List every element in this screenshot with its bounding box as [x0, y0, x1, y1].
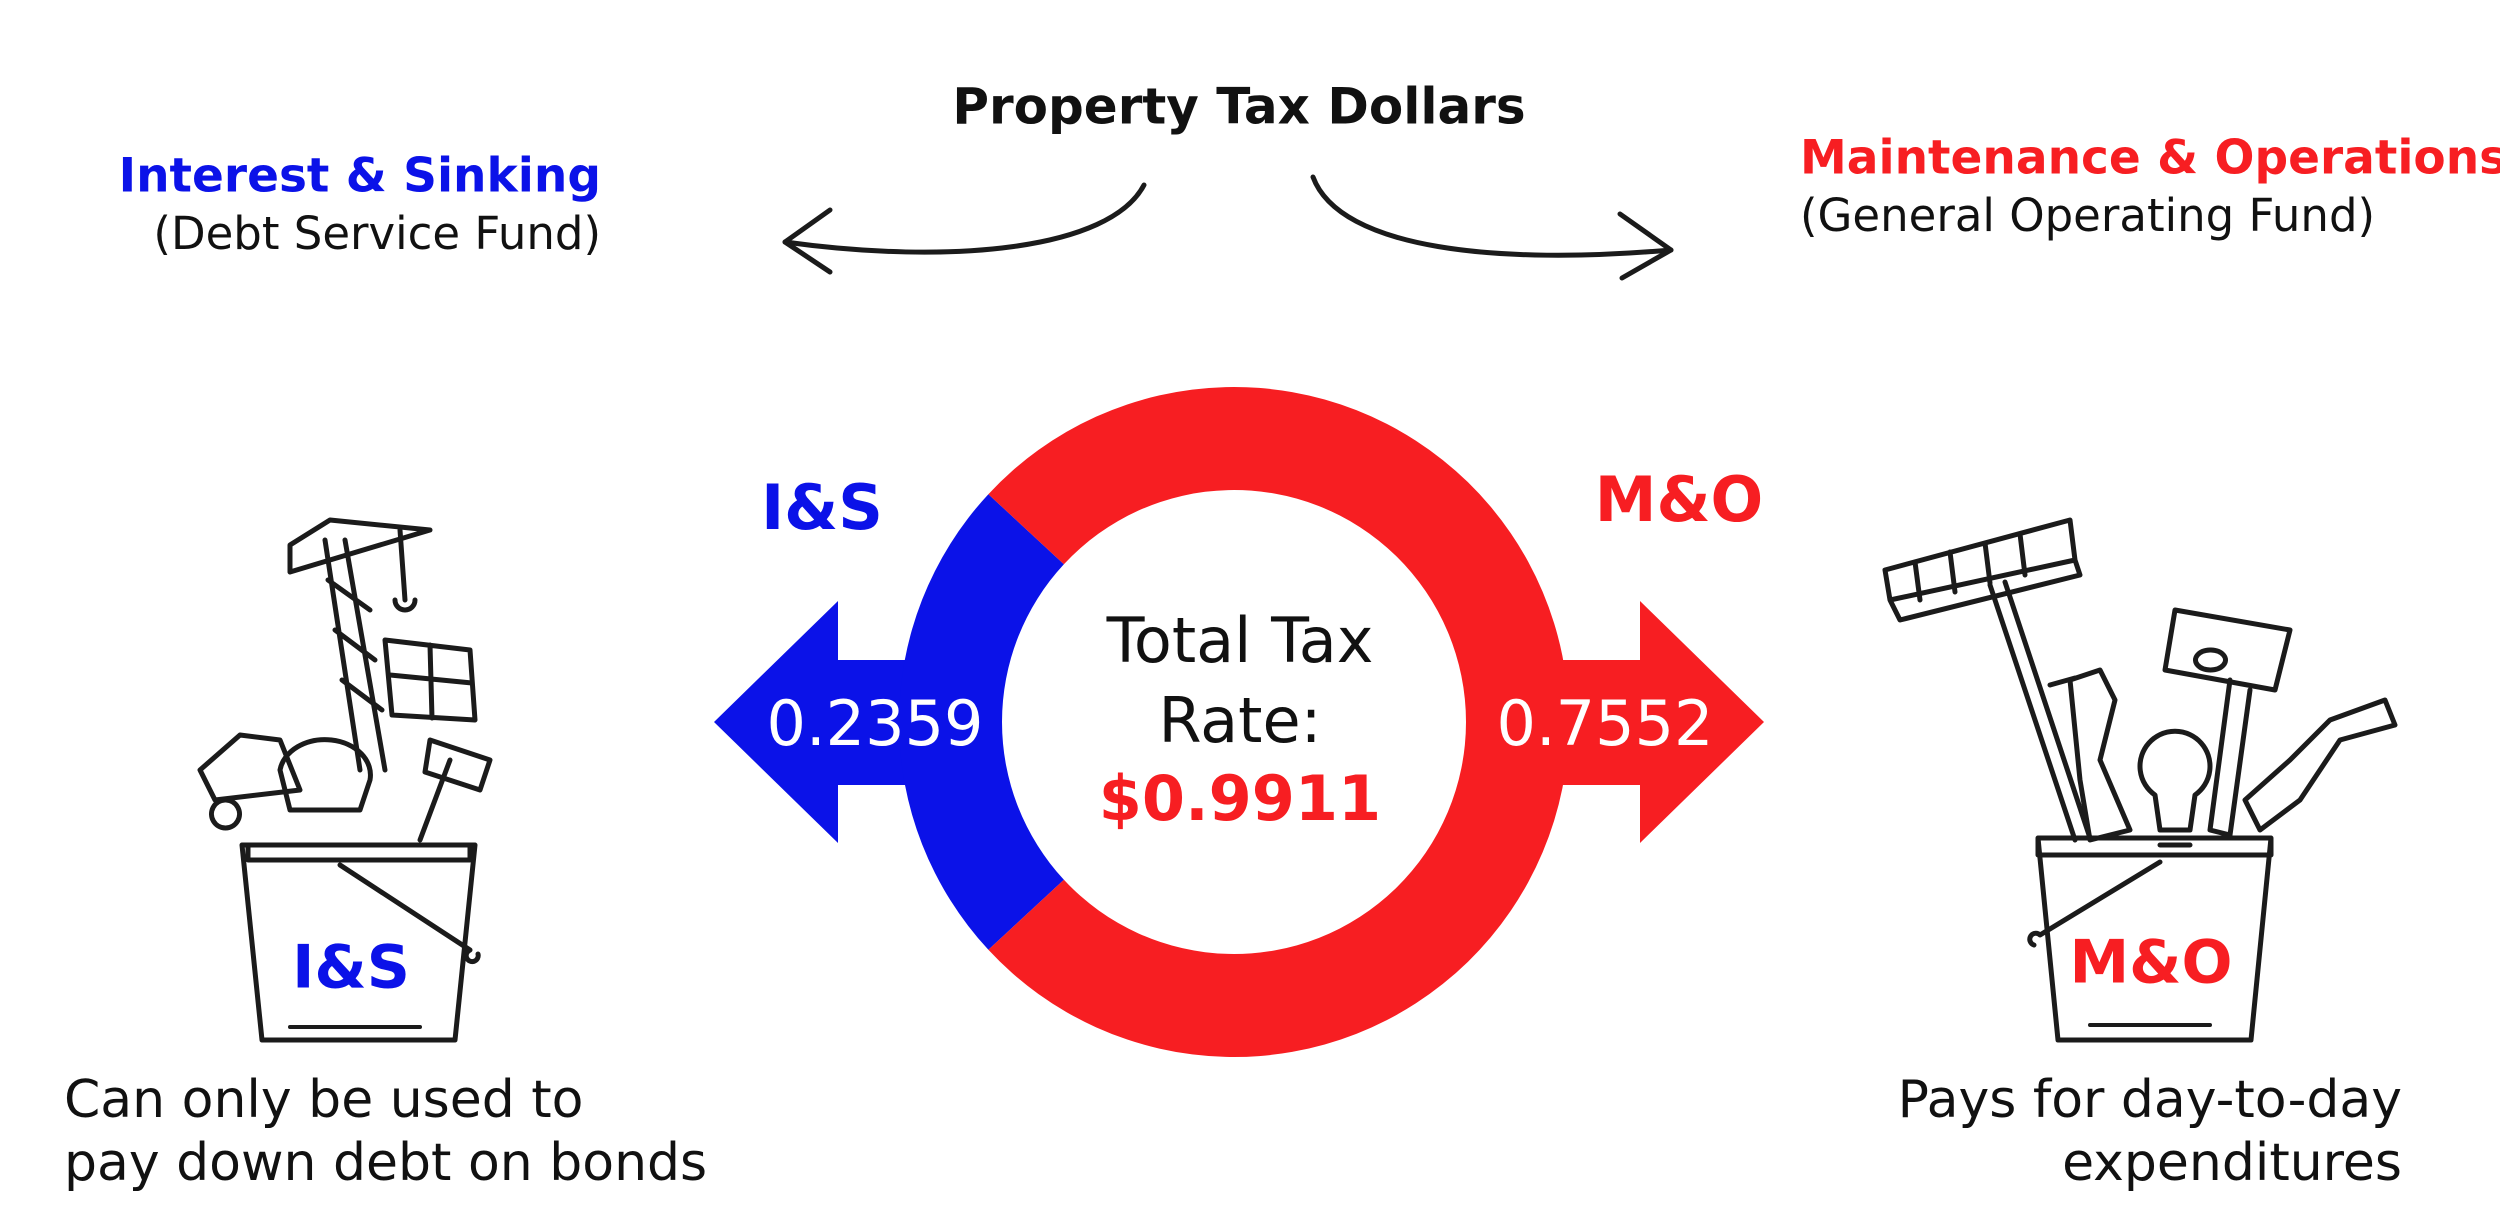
- right-heading: Maintenance & Operations: [1800, 131, 2500, 186]
- right-curve: [1310, 174, 1674, 258]
- left-heading: Interest & Sinking: [119, 149, 601, 204]
- left-description: Can only be used to: [64, 1070, 584, 1130]
- left-bucket-illustration: [197, 517, 493, 1043]
- donut-slice: [988, 387, 1570, 1058]
- left-curve-head: [782, 207, 833, 275]
- bucket-label: M&O: [2069, 928, 2232, 998]
- curved-arrows: [782, 174, 1674, 281]
- left-subheading: (Debt Service Fund): [153, 207, 601, 260]
- right-description: Pays for day-to-day: [1898, 1070, 2402, 1130]
- value-label: 0.2359: [767, 687, 984, 760]
- right-description: expenditures: [2062, 1133, 2402, 1193]
- donut-slice: [899, 494, 1064, 950]
- left-description: pay down debt on bonds: [64, 1133, 707, 1193]
- center-label: Total Tax: [1106, 604, 1374, 677]
- bucket-label: I&S: [292, 933, 410, 1003]
- center-label: Rate:: [1158, 684, 1321, 757]
- right-subheading: (General Operating Fund): [1800, 189, 2375, 242]
- title: Property Tax Dollars: [952, 78, 1525, 136]
- donut: [899, 387, 1570, 1058]
- category-label: I&S: [761, 471, 883, 544]
- center-value: $0.9911: [1099, 762, 1381, 835]
- right-bucket-illustration: [1882, 517, 2398, 1043]
- value-label: 0.7552: [1497, 687, 1714, 760]
- category-label: M&O: [1595, 463, 1763, 536]
- left-curve: [782, 182, 1147, 255]
- right-curve-head: [1617, 211, 1674, 281]
